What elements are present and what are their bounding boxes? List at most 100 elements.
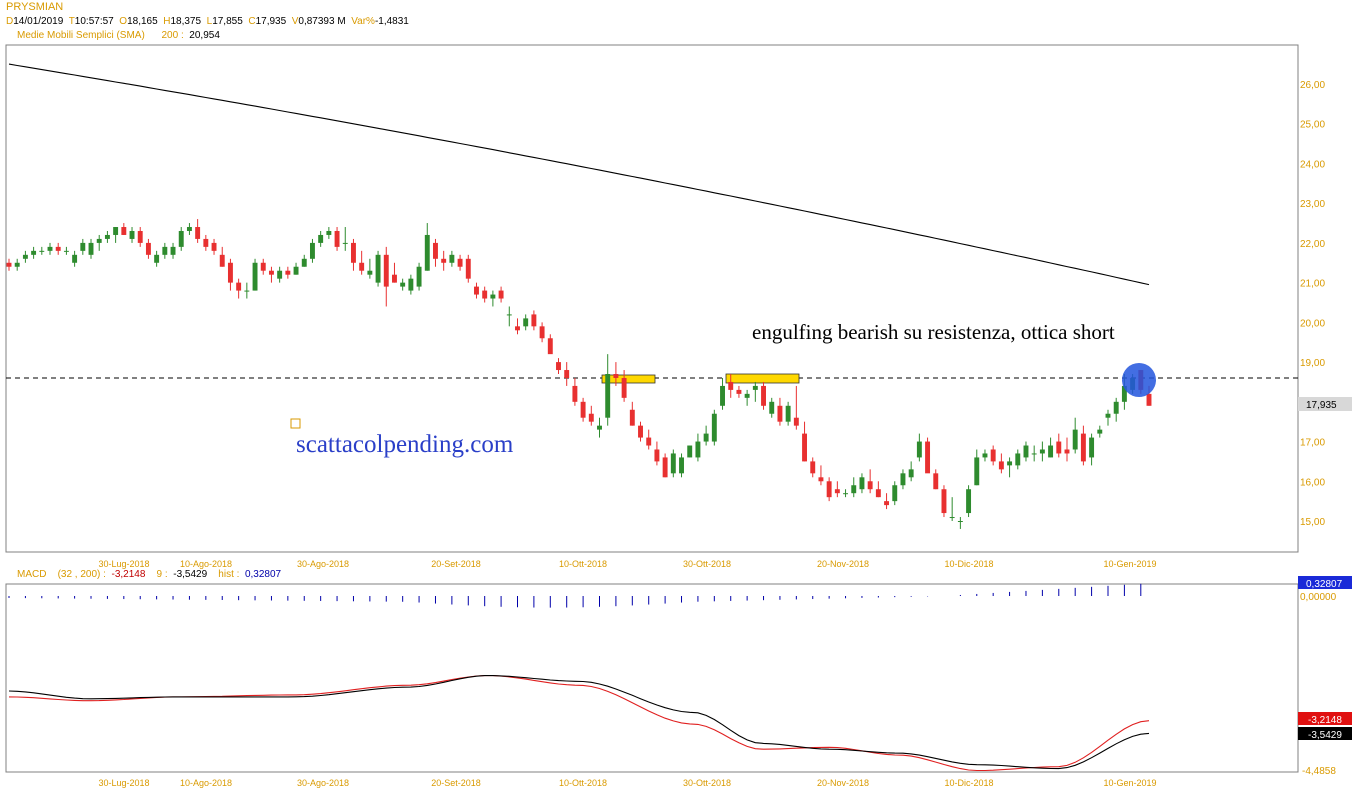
candle <box>793 385 799 430</box>
ohlc-readout: D14/01/2019 T10:57:57 O18,165 H18,375 L1… <box>6 16 409 27</box>
y-tick-label: 17,00 <box>1300 438 1325 449</box>
var-label: Var% <box>351 16 375 27</box>
candle <box>1089 433 1095 466</box>
candle <box>104 230 110 243</box>
candle-body <box>1080 433 1086 462</box>
x-tick-label: 20-Nov-2018 <box>817 778 869 788</box>
y-tick-label: 19,00 <box>1300 358 1325 369</box>
candle <box>949 497 955 521</box>
y-tick-label: 25,00 <box>1300 120 1325 131</box>
candle <box>375 250 381 287</box>
candle <box>22 250 28 263</box>
candle-body <box>244 290 250 292</box>
candle-body <box>400 282 406 287</box>
candle-body <box>580 401 586 418</box>
candle-body <box>1023 445 1029 458</box>
candle <box>916 433 922 462</box>
candle <box>777 397 783 426</box>
candle-body <box>203 238 209 247</box>
candle-body <box>277 270 283 279</box>
close-value: 17,935 <box>255 16 287 27</box>
candle-body <box>826 481 832 498</box>
hist-marker-bg <box>1298 576 1352 589</box>
resistance-box-2 <box>725 373 800 384</box>
candle <box>547 334 553 355</box>
candle <box>170 242 176 259</box>
candle-body <box>588 413 594 422</box>
candle <box>195 219 201 243</box>
candle <box>334 227 340 251</box>
candle-body <box>441 258 447 263</box>
candle <box>629 401 635 426</box>
candle-body <box>506 314 512 316</box>
candle-body <box>703 433 709 442</box>
candle-body <box>556 362 561 371</box>
candle-body <box>474 286 479 295</box>
candle-body <box>1064 449 1070 454</box>
candle-body <box>1015 453 1021 466</box>
candle-body <box>638 425 643 438</box>
candle <box>285 266 291 279</box>
candle-body <box>736 389 742 394</box>
candle <box>63 246 69 255</box>
candle <box>802 421 807 462</box>
sma-200-line <box>8 63 1150 286</box>
candle-body <box>711 413 717 442</box>
signal-value: -3,5429 <box>173 569 208 580</box>
candle-body <box>818 477 824 482</box>
candle-body <box>96 238 102 243</box>
candle <box>646 429 652 450</box>
candle-body <box>80 242 86 251</box>
candle <box>277 266 283 283</box>
candle-body <box>916 441 922 458</box>
y-tick-label: 16,00 <box>1300 477 1325 488</box>
x-tick-label: 30-Ago-2018 <box>297 778 349 788</box>
y-tick-label: 22,00 <box>1300 239 1325 250</box>
x-tick-label: 30-Lug-2018 <box>98 778 149 788</box>
candle-body <box>457 258 463 267</box>
price-marker-text: 17,935 <box>1306 400 1337 411</box>
candle-body <box>1146 393 1152 406</box>
candle <box>998 453 1004 474</box>
candle <box>810 457 816 478</box>
candle-body <box>908 469 914 478</box>
candle <box>638 421 643 442</box>
candle-body <box>55 246 61 251</box>
candle <box>531 310 537 331</box>
time-label: T <box>68 16 75 27</box>
candle <box>1113 397 1119 422</box>
candle-body <box>982 453 988 458</box>
candle-body <box>375 254 381 283</box>
candles-group <box>6 219 1152 529</box>
candle-body <box>1105 413 1111 418</box>
candle <box>72 250 78 267</box>
candle <box>268 266 274 283</box>
candle-body <box>1097 429 1103 434</box>
candle <box>55 242 61 255</box>
candle <box>900 469 906 490</box>
x-tick-label: 30-Ott-2018 <box>683 559 731 569</box>
candle <box>670 449 676 478</box>
candle-body <box>523 318 529 327</box>
candle-body <box>318 234 324 243</box>
candle <box>875 481 881 498</box>
candle <box>219 246 225 267</box>
candle-body <box>662 457 668 478</box>
candle <box>88 238 94 259</box>
candle <box>654 441 660 466</box>
candle <box>359 250 365 275</box>
candle <box>908 461 914 482</box>
candle-body <box>433 242 438 259</box>
candle-body <box>424 234 430 271</box>
candle-body <box>236 282 242 291</box>
candle <box>695 433 701 462</box>
engulfing-highlight-circle <box>1122 363 1156 397</box>
candle <box>318 230 324 247</box>
candle <box>1048 437 1054 458</box>
candle <box>227 258 233 291</box>
price-marker-bg <box>1298 397 1352 411</box>
zero-label: 0,00000 <box>1300 592 1337 603</box>
macd-label: MACD <box>17 569 47 580</box>
candle <box>1023 441 1029 462</box>
